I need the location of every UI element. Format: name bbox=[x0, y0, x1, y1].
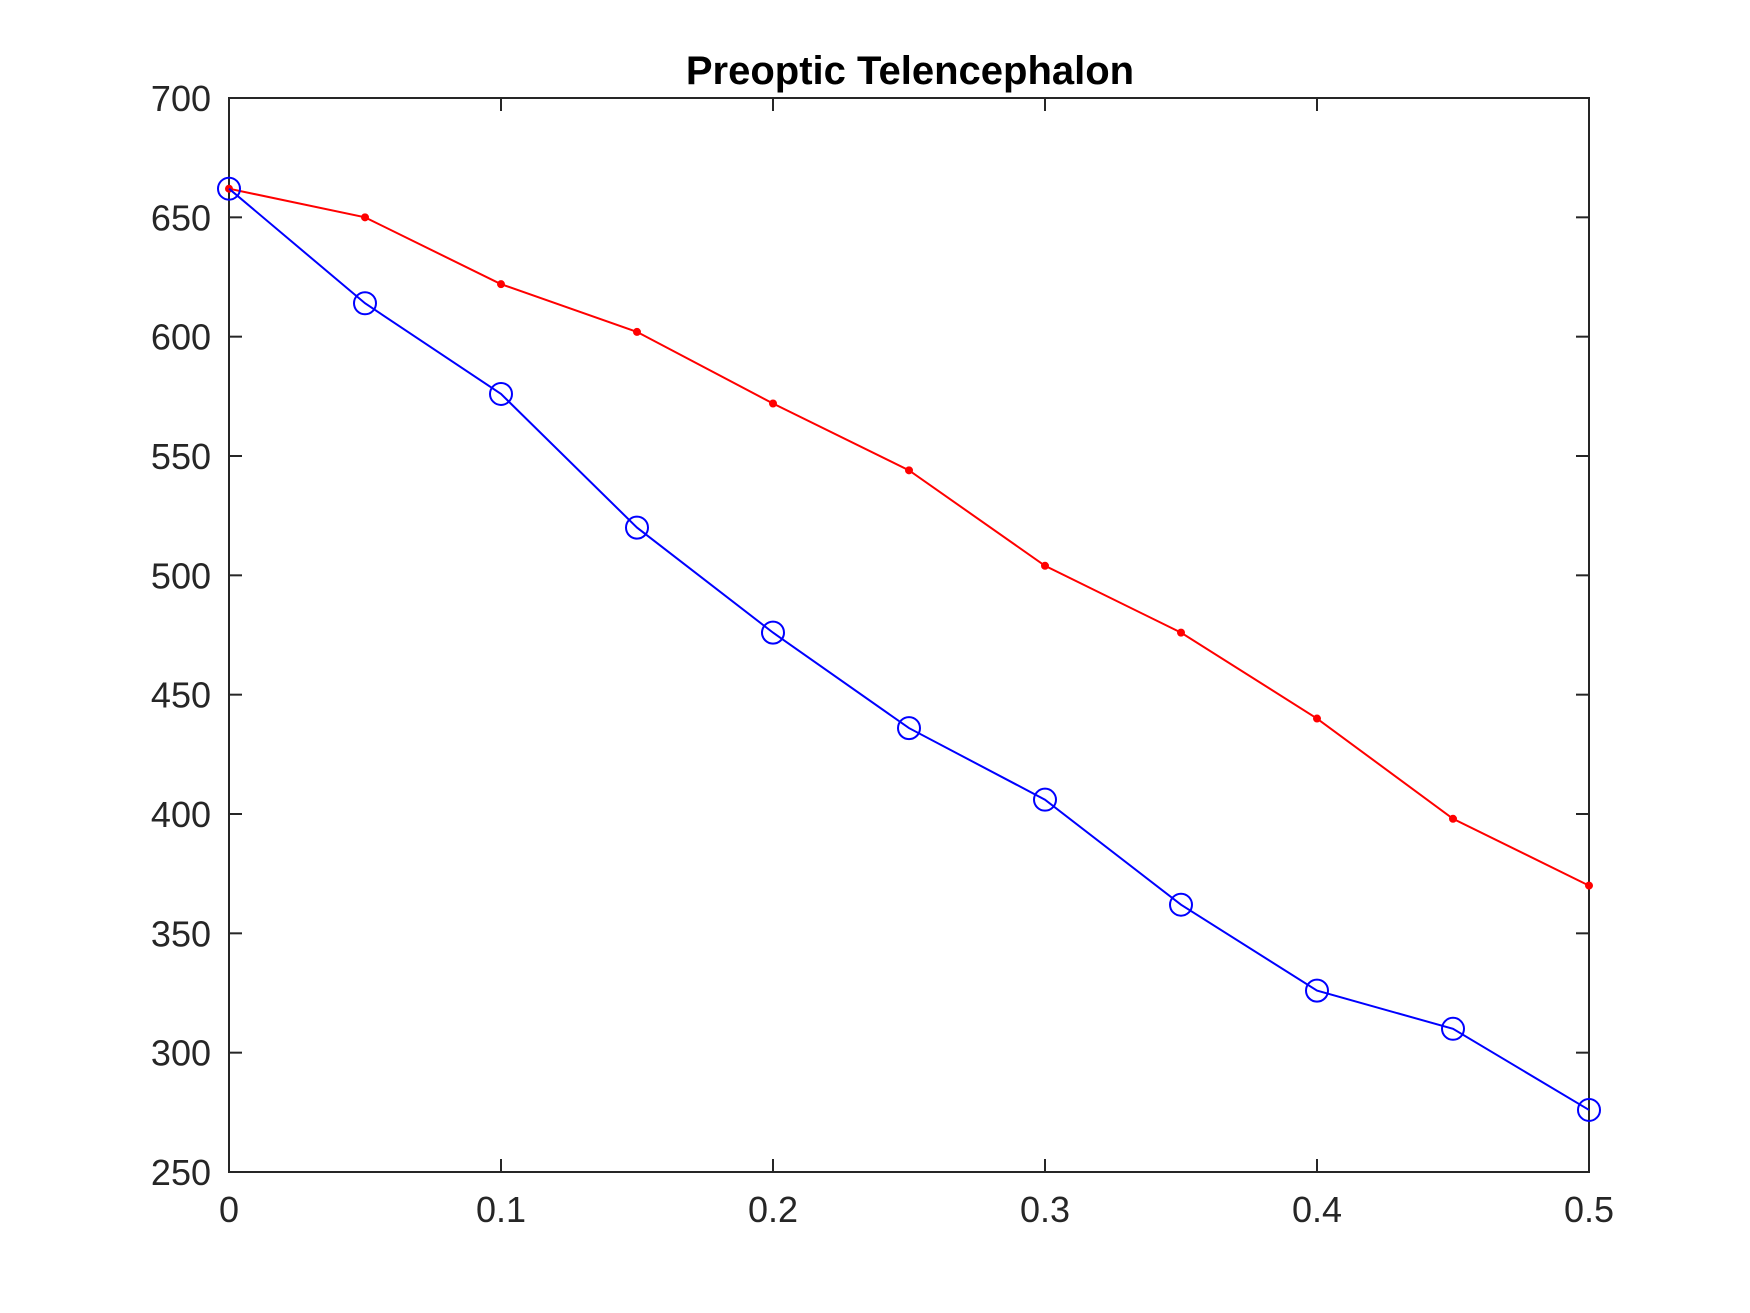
x-tick-label: 0.5 bbox=[1564, 1189, 1614, 1230]
series-1-point bbox=[497, 280, 505, 289]
series-1-point bbox=[1449, 814, 1457, 823]
y-tick-label: 600 bbox=[151, 317, 211, 358]
series-2-point bbox=[897, 716, 921, 741]
series-2-point bbox=[625, 515, 649, 540]
y-tick-label: 450 bbox=[151, 675, 211, 716]
series-2-point bbox=[489, 381, 513, 406]
y-tick-label: 550 bbox=[151, 436, 211, 477]
series-1-point bbox=[1313, 714, 1321, 723]
series-2-point bbox=[1441, 1016, 1465, 1041]
series-1-point bbox=[633, 327, 641, 336]
x-tick-label: 0.2 bbox=[748, 1189, 798, 1230]
series-1-point bbox=[1177, 628, 1185, 637]
chart-title: Preoptic Telencephalon bbox=[686, 49, 1134, 93]
y-tick-label: 650 bbox=[151, 197, 211, 238]
x-tick-label: 0.3 bbox=[1020, 1189, 1070, 1230]
series-2-point bbox=[1033, 787, 1057, 812]
series-2-point bbox=[1577, 1097, 1601, 1122]
y-tick-label: 400 bbox=[151, 794, 211, 835]
axes-box bbox=[228, 97, 1590, 1173]
series-1-point bbox=[905, 466, 913, 475]
y-tick-label: 300 bbox=[151, 1033, 211, 1074]
series-1-point bbox=[1041, 561, 1049, 570]
x-tick-label: 0.1 bbox=[476, 1189, 526, 1230]
series-2-point bbox=[1169, 892, 1193, 917]
series-2-line bbox=[228, 187, 1590, 1111]
series-2-point bbox=[217, 176, 241, 201]
y-tick-label: 350 bbox=[151, 913, 211, 954]
series-2-point bbox=[353, 291, 377, 316]
y-tick-label: 500 bbox=[151, 555, 211, 596]
series-1-point bbox=[769, 399, 777, 408]
x-tick-label: 0 bbox=[219, 1189, 239, 1230]
series-1-point bbox=[1585, 881, 1593, 890]
series-2-point bbox=[1305, 978, 1329, 1003]
plot-area: 0 0.1 0.2 0.3 0.4 0.5 250 300 350 400 450 500 550 600… bbox=[151, 78, 1614, 1230]
x-tick-label: 0.4 bbox=[1292, 1189, 1342, 1230]
y-tick-label: 700 bbox=[151, 78, 211, 119]
y-tick-label: 250 bbox=[151, 1152, 211, 1193]
series-2-point bbox=[761, 620, 785, 645]
series-1-point bbox=[361, 213, 369, 222]
